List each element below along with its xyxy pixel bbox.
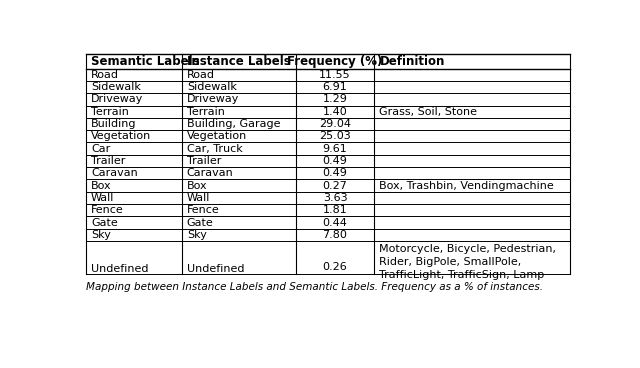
Text: Sidewalk: Sidewalk [187, 82, 237, 92]
Text: Box: Box [91, 181, 111, 191]
Text: Motorcycle, Bicycle, Pedestrian,
Rider, BigPole, SmallPole,
TrafficLight, Traffi: Motorcycle, Bicycle, Pedestrian, Rider, … [380, 244, 556, 280]
Text: Car, Truck: Car, Truck [187, 144, 243, 154]
Text: 0.44: 0.44 [323, 217, 348, 227]
Text: 3.63: 3.63 [323, 193, 348, 203]
Text: 1.81: 1.81 [323, 205, 348, 215]
Text: Mapping between Instance Labels and Semantic Labels. Frequency as a % of instanc: Mapping between Instance Labels and Sema… [86, 282, 543, 291]
Text: Wall: Wall [91, 193, 115, 203]
Text: 7.80: 7.80 [323, 230, 348, 240]
Text: Box, Trashbin, Vendingmachine: Box, Trashbin, Vendingmachine [380, 181, 554, 191]
Text: Instance Labels: Instance Labels [187, 55, 291, 68]
Text: Terrain: Terrain [187, 107, 225, 117]
Text: Sky: Sky [91, 230, 111, 240]
Text: 0.49: 0.49 [323, 156, 348, 166]
Text: 0.26: 0.26 [323, 262, 348, 272]
Text: Car: Car [91, 144, 110, 154]
Text: Sidewalk: Sidewalk [91, 82, 141, 92]
Text: Trailer: Trailer [91, 156, 125, 166]
Text: Trailer: Trailer [187, 156, 221, 166]
Text: Undefined: Undefined [91, 264, 148, 274]
Text: Grass, Soil, Stone: Grass, Soil, Stone [380, 107, 477, 117]
Text: Vegetation: Vegetation [91, 131, 151, 141]
Text: 0.49: 0.49 [323, 168, 348, 178]
Text: Wall: Wall [187, 193, 210, 203]
Text: Building, Garage: Building, Garage [187, 119, 280, 129]
Text: 0.27: 0.27 [323, 181, 348, 191]
Text: 9.61: 9.61 [323, 144, 348, 154]
Text: Gate: Gate [91, 217, 118, 227]
Text: Undefined: Undefined [187, 264, 244, 274]
Text: 1.29: 1.29 [323, 94, 348, 105]
Text: Driveway: Driveway [91, 94, 143, 105]
Text: Building: Building [91, 119, 136, 129]
Text: Fence: Fence [91, 205, 124, 215]
Text: Fence: Fence [187, 205, 220, 215]
Text: 6.91: 6.91 [323, 82, 348, 92]
Text: Semantic Labels: Semantic Labels [91, 55, 200, 68]
Text: Definition: Definition [380, 55, 445, 68]
Text: 11.55: 11.55 [319, 70, 351, 80]
Text: Road: Road [91, 70, 119, 80]
Text: 25.03: 25.03 [319, 131, 351, 141]
Text: 29.04: 29.04 [319, 119, 351, 129]
Text: Driveway: Driveway [187, 94, 239, 105]
Text: Vegetation: Vegetation [187, 131, 247, 141]
Text: 1.40: 1.40 [323, 107, 348, 117]
Text: Caravan: Caravan [187, 168, 234, 178]
Text: Box: Box [187, 181, 207, 191]
Text: Frequency (%): Frequency (%) [287, 55, 383, 68]
Text: Caravan: Caravan [91, 168, 138, 178]
Text: Terrain: Terrain [91, 107, 129, 117]
Text: Sky: Sky [187, 230, 207, 240]
Text: Gate: Gate [187, 217, 214, 227]
Text: Road: Road [187, 70, 215, 80]
